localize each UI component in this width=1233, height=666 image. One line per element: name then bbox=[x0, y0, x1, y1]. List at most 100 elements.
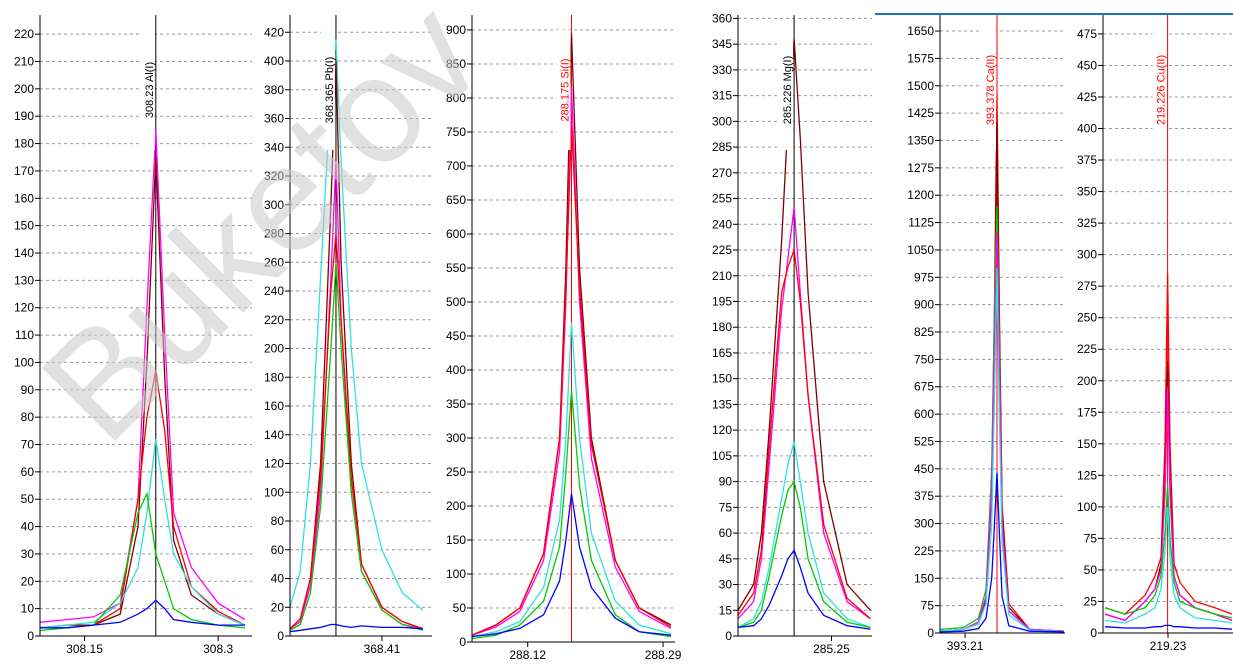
y-tick-label: 375 bbox=[1077, 153, 1097, 167]
y-tick-label: 225 bbox=[914, 544, 934, 558]
marker-label: 288.175 Si(I) bbox=[560, 59, 572, 122]
y-tick-label: 225 bbox=[712, 243, 732, 257]
y-tick-label: 225 bbox=[1077, 342, 1097, 356]
y-tick-label: 140 bbox=[264, 428, 284, 442]
marker-label: 285.226 Mg(I) bbox=[782, 56, 794, 124]
marker-label: 219.226 Cu(II) bbox=[1156, 55, 1168, 125]
y-tick-label: 75 bbox=[719, 500, 733, 514]
y-tick-label: 600 bbox=[914, 407, 934, 421]
y-tick-label: 500 bbox=[446, 295, 466, 309]
y-tick-label: 210 bbox=[712, 269, 732, 283]
y-tick-label: 170 bbox=[14, 164, 34, 178]
y-tick-label: 150 bbox=[1077, 437, 1097, 451]
y-tick-label: 250 bbox=[446, 465, 466, 479]
y-tick-label: 525 bbox=[914, 434, 934, 448]
marker-label-bg bbox=[320, 30, 335, 150]
charts: 0102030405060708090100110120130140150160… bbox=[14, 11, 1233, 662]
y-tick-label: 80 bbox=[21, 410, 35, 424]
y-tick-label: 25 bbox=[1084, 594, 1098, 608]
y-tick-label: 75 bbox=[921, 599, 935, 613]
y-tick-label: 450 bbox=[914, 462, 934, 476]
y-tick-label: 160 bbox=[14, 191, 34, 205]
x-tick-label: 393.21 bbox=[947, 639, 984, 653]
series-line bbox=[290, 262, 423, 631]
y-tick-label: 0 bbox=[927, 626, 934, 640]
series-line bbox=[738, 548, 871, 630]
y-tick-label: 350 bbox=[446, 397, 466, 411]
series-line bbox=[1104, 484, 1233, 619]
y-tick-label: 220 bbox=[264, 313, 284, 327]
y-tick-label: 175 bbox=[1077, 405, 1097, 419]
y-tick-label: 300 bbox=[264, 198, 284, 212]
y-tick-label: 1050 bbox=[907, 243, 934, 257]
y-tick-label: 15 bbox=[719, 603, 733, 617]
series-line bbox=[40, 129, 246, 623]
y-tick-label: 125 bbox=[1077, 468, 1097, 482]
y-tick-label: 325 bbox=[1077, 216, 1097, 230]
y-tick-label: 1425 bbox=[907, 106, 934, 120]
chart: 0 10 20 30 40 50 60 70 80 90 100 110 120 130 140 150 160… bbox=[14, 15, 252, 656]
y-tick-label: 180 bbox=[14, 137, 34, 151]
y-tick-label: 0 bbox=[459, 635, 466, 649]
y-tick-label: 380 bbox=[264, 83, 284, 97]
y-tick-label: 1200 bbox=[907, 188, 934, 202]
y-tick-label: 0 bbox=[27, 629, 34, 643]
y-tick-label: 475 bbox=[1077, 27, 1097, 41]
y-tick-label: 1650 bbox=[907, 24, 934, 38]
x-tick-label: 219.23 bbox=[1150, 639, 1187, 653]
y-tick-label: 200 bbox=[264, 342, 284, 356]
series-line bbox=[1104, 624, 1233, 630]
y-tick-label: 120 bbox=[264, 457, 284, 471]
y-tick-label: 360 bbox=[264, 112, 284, 126]
series-line bbox=[40, 599, 245, 629]
y-tick-label: 900 bbox=[914, 298, 934, 312]
y-tick-label: 100 bbox=[14, 355, 34, 369]
series-group bbox=[472, 33, 672, 640]
y-tick-label: 50 bbox=[21, 492, 35, 506]
series-line bbox=[738, 480, 871, 629]
marker-label-bg bbox=[779, 30, 794, 150]
y-tick-label: 0 bbox=[1090, 626, 1097, 640]
y-tick-label: 675 bbox=[914, 380, 934, 394]
y-tick-label: 50 bbox=[453, 601, 467, 615]
y-tick-label: 550 bbox=[446, 261, 466, 275]
y-tick-label: 1275 bbox=[907, 161, 934, 175]
y-tick-label: 195 bbox=[712, 294, 732, 308]
y-tick-label: 105 bbox=[712, 449, 732, 463]
y-tick-label: 450 bbox=[1077, 58, 1097, 72]
y-tick-label: 900 bbox=[446, 23, 466, 37]
y-tick-label: 400 bbox=[264, 54, 284, 68]
y-tick-label: 800 bbox=[446, 91, 466, 105]
y-tick-label: 30 bbox=[719, 578, 733, 592]
y-tick-label: 450 bbox=[446, 329, 466, 343]
y-tick-label: 825 bbox=[914, 325, 934, 339]
series-line bbox=[472, 322, 672, 638]
chart: 0 50 100 150 200 250 300 350 400 450 500 550 600 650 7… bbox=[446, 15, 682, 662]
y-tick-label: 600 bbox=[446, 227, 466, 241]
y-tick-label: 330 bbox=[712, 63, 732, 77]
y-tick-label: 210 bbox=[14, 55, 34, 69]
series-line bbox=[290, 623, 423, 633]
y-tick-label: 150 bbox=[446, 533, 466, 547]
y-tick-label: 400 bbox=[1077, 122, 1097, 136]
y-tick-label: 975 bbox=[914, 270, 934, 284]
y-tick-label: 750 bbox=[914, 352, 934, 366]
y-tick-label: 400 bbox=[446, 363, 466, 377]
y-tick-label: 315 bbox=[712, 89, 732, 103]
series-line bbox=[940, 472, 1064, 633]
y-tick-label: 300 bbox=[914, 517, 934, 531]
y-tick-label: 150 bbox=[914, 571, 934, 585]
y-tick-label: 200 bbox=[1077, 374, 1097, 388]
series-line bbox=[738, 442, 871, 629]
series-line bbox=[1104, 506, 1233, 624]
y-tick-label: 50 bbox=[1084, 563, 1098, 577]
y-tick-label: 130 bbox=[14, 273, 34, 287]
y-tick-label: 120 bbox=[14, 301, 34, 315]
y-tick-label: 165 bbox=[712, 346, 732, 360]
marker-label-bg bbox=[556, 30, 571, 150]
y-tick-label: 90 bbox=[21, 383, 35, 397]
y-tick-label: 750 bbox=[446, 125, 466, 139]
y-tick-label: 40 bbox=[21, 520, 35, 534]
marker-label-bg bbox=[1152, 30, 1167, 150]
